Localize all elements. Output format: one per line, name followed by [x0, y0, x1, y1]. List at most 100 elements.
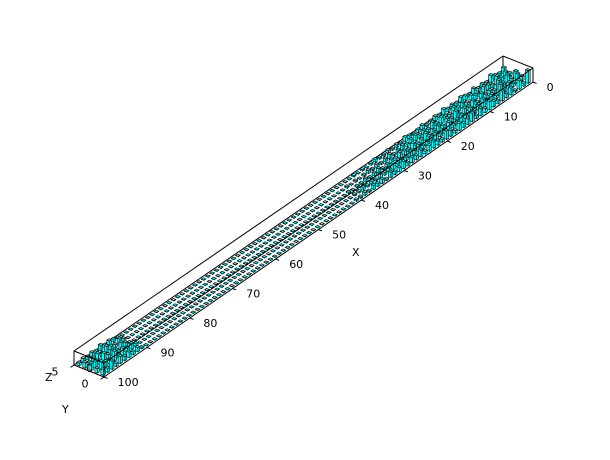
bar-y3-x51	[289, 224, 294, 227]
bar-y0-x39	[358, 195, 363, 199]
bar-y4-x60	[244, 248, 249, 251]
bar-y3-x34	[362, 173, 367, 177]
z-axis-label: Z	[45, 371, 53, 384]
bar-y1-x59	[266, 252, 271, 255]
bar-y0-x30	[397, 165, 402, 172]
bar-y0-x95	[118, 354, 123, 363]
bar-y4-x74	[184, 289, 189, 292]
bar-y3-x83	[151, 318, 156, 321]
bar-y0-x63	[255, 267, 260, 270]
y-tick-5	[71, 365, 74, 367]
bar-y1-x45	[326, 211, 331, 214]
bar-y1-x55	[284, 241, 289, 244]
bar-y0-x68	[234, 281, 239, 284]
bar-y3-x47	[306, 212, 311, 215]
y-tick-label-0: 0	[82, 377, 89, 390]
bar-y3-x44	[319, 203, 324, 206]
bar-y1-x46	[322, 214, 327, 217]
bar-y0-x16	[457, 121, 462, 130]
bar-y0-x35	[375, 182, 380, 187]
bar-y1-x89	[138, 341, 143, 344]
bar-y3-x60	[250, 251, 255, 254]
x-tick-10	[490, 112, 494, 113]
bar-y1-x73	[206, 294, 211, 297]
bar-y3-x59	[254, 248, 259, 251]
bar-y4-x68	[210, 272, 215, 275]
bar-y0-x40	[354, 198, 359, 202]
bar-y4-x47	[300, 210, 305, 213]
bar-y1-x82	[168, 320, 173, 323]
bar-y0-x36	[371, 183, 376, 190]
bar-y4-x53	[274, 228, 279, 231]
bar-y0-x42	[345, 205, 350, 208]
x-tick-100	[104, 377, 108, 378]
bar-y1-x60	[262, 255, 267, 258]
bar-y0-x41	[350, 202, 355, 205]
bar-y4-x89	[120, 334, 125, 337]
bar-y4-x30	[373, 157, 378, 162]
bar-y4-x85	[137, 322, 142, 325]
bar-y0-x99	[101, 368, 106, 376]
bar-y3-x55	[272, 236, 277, 239]
bar-y3-x86	[139, 327, 144, 330]
bar-y1-x99	[95, 367, 100, 374]
bar-y3-x72	[199, 286, 204, 289]
bar-y3-x33	[366, 168, 371, 173]
bar-y3-x62	[242, 256, 247, 259]
bar-y1-x69	[224, 282, 229, 285]
bar-y1-x61	[258, 258, 263, 261]
bar-y4-x25	[394, 142, 399, 147]
bar-y3-x53	[280, 230, 285, 233]
bar-y0-x54	[294, 240, 299, 243]
bar-y0-x7	[496, 99, 501, 104]
x-tick-label-70: 70	[246, 287, 260, 300]
bar-y3-x78	[173, 304, 178, 307]
bar-y3-x82	[156, 315, 161, 318]
bar-y4-x84	[141, 319, 146, 322]
bar-y1-x67	[232, 276, 237, 279]
x-tick-label-10: 10	[504, 110, 518, 123]
bar-y0-x53	[298, 237, 303, 240]
bar-y3-x89	[126, 336, 131, 339]
bar-y3-x24	[405, 142, 410, 147]
bar-y1-x44	[331, 208, 336, 211]
bar-y0-x61	[264, 261, 269, 264]
bar-y3-x71	[203, 283, 208, 286]
bar-y2-x26	[402, 149, 407, 156]
bar-y4-x79	[163, 304, 168, 307]
bar-y1-x40	[348, 196, 353, 199]
bar-y3-x37	[349, 183, 354, 186]
bar-y4-x20	[416, 128, 421, 133]
bar-y0-x25	[418, 148, 423, 157]
x-tick-label-30: 30	[418, 169, 432, 182]
bar-y0-x1	[521, 81, 526, 86]
bar-y1-x64	[245, 267, 250, 270]
bar-y4-x86	[133, 325, 138, 328]
bar-y4-x46	[304, 207, 309, 210]
bar-y3-x68	[216, 274, 221, 277]
bar-y1-x57	[275, 247, 280, 250]
bar-y3-x74	[190, 292, 195, 295]
bar-y1-x56	[279, 244, 284, 247]
x-tick-label-90: 90	[161, 346, 175, 359]
bar-y0-x88	[148, 340, 153, 343]
bar-y4-x33	[360, 167, 365, 171]
bar-y4-x13	[446, 107, 451, 112]
bar-y3-x75	[186, 295, 191, 298]
bar-y4-x52	[278, 225, 283, 228]
bar-y0-x21	[435, 139, 440, 146]
bar-y1-x38	[357, 189, 362, 193]
x-tick-20	[447, 141, 451, 142]
bar-y4-x23	[403, 135, 408, 142]
bar-y1-x87	[146, 335, 151, 338]
bar-y4-x64	[227, 260, 232, 263]
bar-y0-x74	[208, 299, 213, 302]
bar-y3-x8	[473, 93, 478, 100]
bar-y4-x69	[206, 275, 211, 278]
bar-y2-x35	[363, 177, 368, 182]
bar-y1-x49	[309, 223, 314, 226]
bar-y1-x83	[163, 323, 168, 326]
bar-y4-x87	[128, 328, 133, 331]
bar-y3-x77	[177, 301, 182, 304]
